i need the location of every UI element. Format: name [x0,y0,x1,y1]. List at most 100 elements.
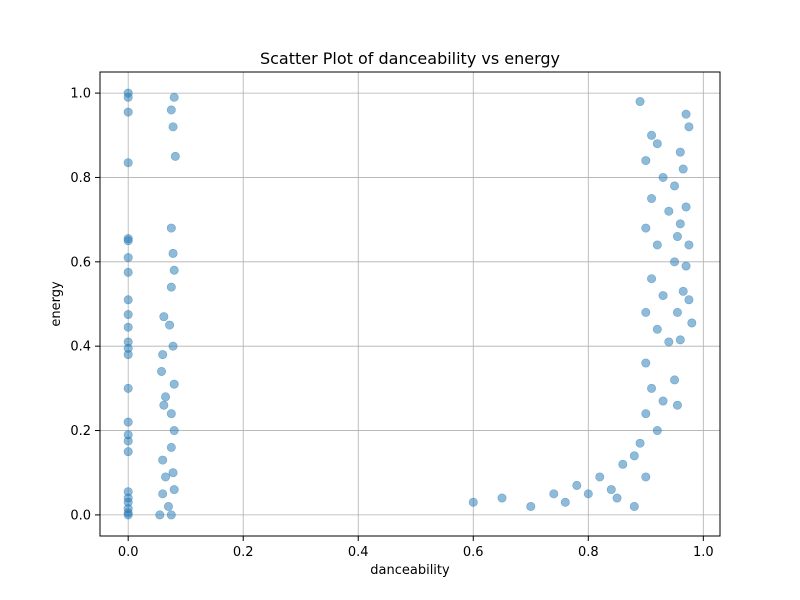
data-point [612,493,622,503]
data-point [641,156,651,166]
data-point [678,286,688,296]
data-point [166,223,176,233]
data-point [170,151,180,161]
data-point [123,383,133,393]
data-point [123,107,133,117]
data-point [166,510,176,520]
data-point [468,497,478,507]
x-tick-label: 1.0 [693,545,714,560]
data-point [158,489,168,499]
data-point [672,232,682,242]
data-point [647,194,657,204]
data-point [123,436,133,446]
data-point [123,236,133,246]
data-point [658,396,668,406]
data-point [123,158,133,168]
data-point [583,489,593,499]
data-point [168,248,178,258]
data-point [123,295,133,305]
data-point [647,383,657,393]
data-point [123,267,133,277]
data-point [629,501,639,511]
data-point [123,92,133,102]
data-point [168,468,178,478]
data-point [168,122,178,132]
data-point [681,202,691,212]
data-point [641,472,651,482]
data-point [123,417,133,427]
data-point [675,219,685,229]
data-point [526,501,536,511]
data-point [684,295,694,305]
data-point [664,337,674,347]
data-point [670,375,680,385]
data-point [681,261,691,271]
data-point [158,455,168,465]
y-tick-label: 0.0 [70,508,91,523]
data-point [635,438,645,448]
data-point [672,307,682,317]
data-point [166,442,176,452]
data-point [647,274,657,284]
data-point [684,240,694,250]
data-point [652,139,662,149]
y-tick-label: 0.8 [70,171,91,186]
data-point [572,480,582,490]
data-point [595,472,605,482]
y-tick-label: 0.2 [70,424,91,439]
data-point [169,265,179,275]
data-point [641,307,651,317]
x-axis-label: danceability [370,563,450,578]
data-point [675,147,685,157]
data-point [560,497,570,507]
data-point [163,501,173,511]
data-point [641,358,651,368]
data-point [123,350,133,360]
data-point [169,485,179,495]
data-point [647,130,657,140]
data-point [168,341,178,351]
chart-title: Scatter Plot of danceability vs energy [260,49,560,68]
data-point [652,426,662,436]
x-tick-label: 0.2 [233,545,254,560]
data-point [681,109,691,119]
data-point [165,320,175,330]
data-point [123,510,133,520]
data-point [169,426,179,436]
data-point [161,392,171,402]
data-point [169,379,179,389]
data-point [658,291,668,301]
data-point [641,409,651,419]
data-point [672,400,682,410]
plot-frame [99,71,721,537]
data-point [123,322,133,332]
data-point [687,318,697,328]
data-point [618,459,628,469]
y-tick-label: 1.0 [70,87,91,102]
grid-lines [100,72,720,536]
data-point [159,400,169,410]
data-point [549,489,559,499]
plot-area [100,72,720,536]
x-tick-label: 0.4 [348,545,369,560]
data-point [652,324,662,334]
data-points [123,88,697,520]
data-point [166,105,176,115]
data-point [684,122,694,132]
data-point [157,366,167,376]
data-point [670,257,680,267]
data-point [670,181,680,191]
data-point [169,92,179,102]
x-tick-label: 0.8 [578,545,599,560]
data-point [641,223,651,233]
data-point [123,253,133,263]
y-tick-label: 0.4 [70,340,91,355]
data-point [629,451,639,461]
data-point [652,240,662,250]
data-point [664,206,674,216]
data-point [123,310,133,320]
y-axis: 0.0 0.2 0.4 0.6 0.8 1.0 [70,87,100,523]
data-point [166,282,176,292]
data-point [159,312,169,322]
